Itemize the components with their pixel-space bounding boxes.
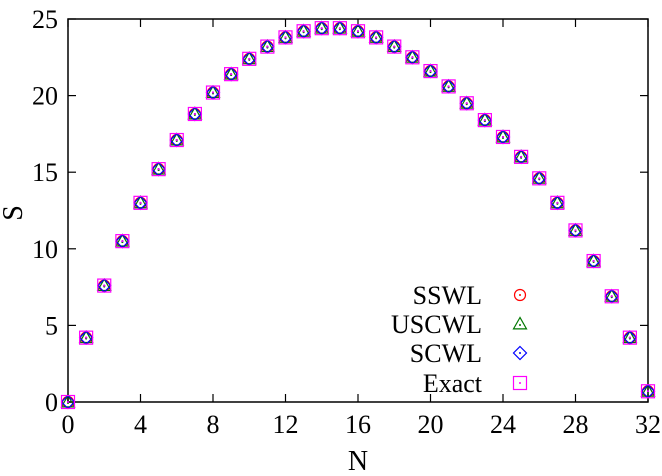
data-point (242, 51, 257, 66)
data-point (60, 394, 76, 410)
data-point (405, 50, 420, 65)
legend-marker-uscwl (512, 316, 528, 330)
data-point (97, 278, 112, 293)
series-sswl (61, 22, 655, 409)
data-point (387, 39, 402, 54)
legend-label: USCWL (391, 310, 482, 339)
data-point (369, 30, 384, 45)
x-tick-label: 0 (62, 410, 75, 439)
data-point (332, 21, 347, 36)
y-tick-label: 15 (32, 158, 58, 187)
data-point (532, 171, 547, 186)
data-point (260, 39, 275, 54)
legend-marker-scwl (512, 345, 528, 361)
data-point (187, 106, 202, 122)
data-point (622, 330, 637, 345)
data-point (441, 79, 456, 94)
y-tick-label: 5 (45, 311, 58, 340)
y-tick-label: 25 (32, 5, 58, 34)
series-uscwl (60, 20, 656, 408)
data-point (495, 129, 511, 145)
legend-label: Exact (423, 369, 483, 398)
tick-labels: 0 4 8 12 16 20 24 28 32 0 5 10 15 20 25 (32, 5, 661, 439)
x-tick-label: 32 (635, 410, 661, 439)
y-tick-label: 10 (32, 235, 58, 264)
data-point (550, 195, 565, 210)
legend-label: SSWL (413, 281, 482, 310)
data-point (586, 253, 601, 269)
data-point (350, 24, 366, 39)
legend-label: SCWL (410, 339, 482, 368)
x-tick-label: 16 (345, 410, 371, 439)
x-tick-label: 12 (273, 410, 299, 439)
x-tick-label: 4 (134, 410, 147, 439)
legend-marker-exact (512, 375, 528, 391)
series-exact (60, 21, 656, 410)
y-tick-label: 20 (32, 82, 58, 111)
data-points (60, 20, 656, 410)
data-point (278, 30, 293, 45)
data-point (477, 113, 492, 128)
x-tick-label: 20 (418, 410, 444, 439)
data-point (169, 132, 184, 148)
legend-marker-sswl (513, 288, 527, 302)
data-point (604, 289, 619, 304)
data-point (133, 195, 148, 210)
data-point (296, 24, 311, 39)
data-point (205, 85, 221, 100)
data-point (568, 223, 583, 238)
series-scwl (60, 20, 656, 410)
data-point (151, 162, 166, 177)
axis-ticks (67, 18, 649, 403)
x-tick-label: 24 (490, 410, 516, 439)
data-point (79, 330, 94, 345)
y-tick-label: 0 (45, 388, 58, 417)
data-point (459, 96, 474, 111)
data-point (640, 384, 656, 399)
x-tick-label: 8 (207, 410, 220, 439)
data-point (314, 21, 329, 36)
y-axis-title: S (0, 205, 29, 221)
x-axis-title: N (348, 446, 368, 476)
data-point (115, 234, 130, 249)
plot-frame (67, 18, 649, 403)
data-point (514, 149, 529, 164)
data-point (224, 67, 239, 82)
data-point (423, 63, 438, 79)
x-tick-label: 28 (563, 410, 589, 439)
